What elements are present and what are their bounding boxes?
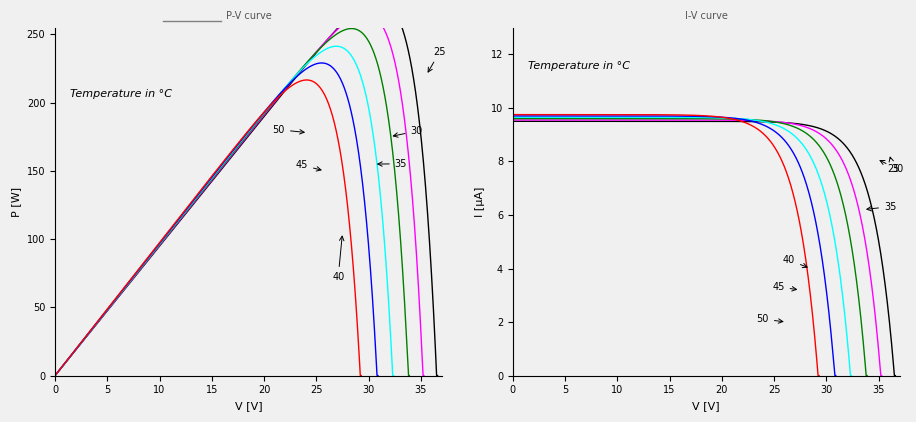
Text: 45: 45 xyxy=(772,282,797,292)
Text: 35: 35 xyxy=(377,159,408,169)
Text: 40: 40 xyxy=(333,236,344,282)
Y-axis label: I [μA]: I [μA] xyxy=(475,187,485,217)
Text: Temperature in °C: Temperature in °C xyxy=(71,89,172,99)
Text: 50: 50 xyxy=(273,124,304,135)
X-axis label: V [V]: V [V] xyxy=(692,401,720,411)
X-axis label: V [V]: V [V] xyxy=(234,401,262,411)
Text: 30: 30 xyxy=(880,160,903,174)
Text: P-V curve: P-V curve xyxy=(225,11,271,21)
Y-axis label: P [W]: P [W] xyxy=(11,187,21,216)
Text: 45: 45 xyxy=(296,160,321,171)
Text: 25: 25 xyxy=(428,47,446,72)
Text: 40: 40 xyxy=(783,255,807,268)
Text: 50: 50 xyxy=(757,314,783,324)
Text: 25: 25 xyxy=(887,157,900,174)
Text: Temperature in °C: Temperature in °C xyxy=(529,61,630,71)
Text: 30: 30 xyxy=(393,126,422,137)
Text: I-V curve: I-V curve xyxy=(685,11,727,21)
Text: 35: 35 xyxy=(867,202,897,212)
